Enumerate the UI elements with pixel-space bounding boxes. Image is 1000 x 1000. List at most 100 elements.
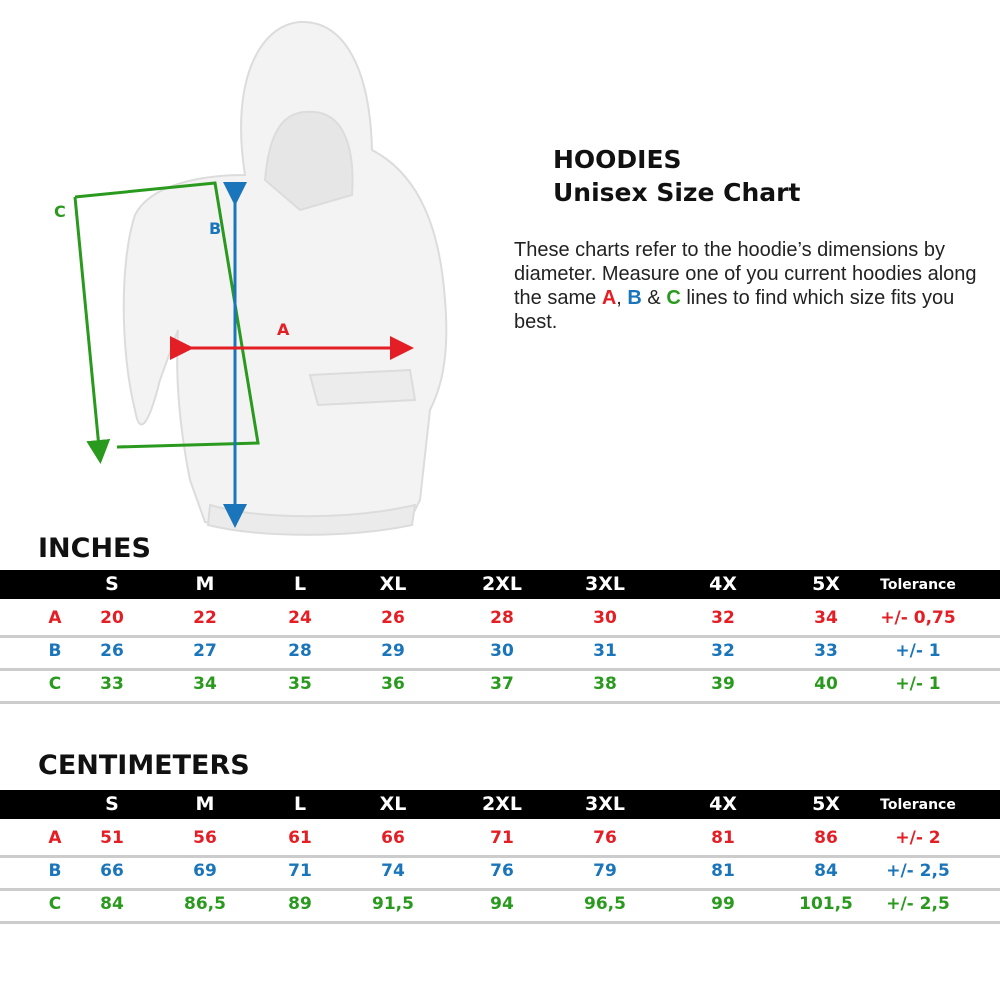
size-value: 32 bbox=[711, 608, 735, 628]
page-title: HOODIES bbox=[553, 145, 682, 174]
row-label: A bbox=[48, 828, 62, 848]
tolerance-value: +/- 2,5 bbox=[886, 861, 950, 881]
desc-end: lines to find which size fits you best. bbox=[514, 287, 955, 333]
column-header: XL bbox=[379, 793, 407, 815]
size-value: 26 bbox=[100, 641, 124, 661]
row-label: C bbox=[48, 674, 62, 694]
size-value: 32 bbox=[711, 641, 735, 661]
size-value: 91,5 bbox=[372, 894, 414, 914]
size-value: 69 bbox=[193, 861, 217, 881]
size-value: 86 bbox=[814, 828, 838, 848]
page-subtitle: Unisex Size Chart bbox=[553, 178, 801, 207]
row-divider bbox=[0, 921, 1000, 924]
size-value: 34 bbox=[193, 674, 217, 694]
column-header: Tolerance bbox=[880, 797, 956, 813]
size-value: 38 bbox=[593, 674, 617, 694]
label-a: A bbox=[277, 320, 290, 339]
column-header: L bbox=[293, 793, 307, 815]
size-value: 39 bbox=[711, 674, 735, 694]
size-value: 28 bbox=[288, 641, 312, 661]
column-header: 3XL bbox=[585, 573, 625, 595]
size-value: 30 bbox=[593, 608, 617, 628]
table-row: A 20 22 24 26 28 30 32 34 +/- 0,75 bbox=[0, 604, 1000, 637]
table-row: B 26 27 28 29 30 31 32 33 +/- 1 bbox=[0, 637, 1000, 670]
size-value: 51 bbox=[100, 828, 124, 848]
table-row: B 66 69 71 74 76 79 81 84 +/- 2,5 bbox=[0, 857, 1000, 890]
measure-arrow-c bbox=[73, 196, 111, 464]
desc-a: A bbox=[601, 287, 617, 309]
size-value: 79 bbox=[593, 861, 617, 881]
row-label: A bbox=[48, 608, 62, 628]
column-header: S bbox=[105, 573, 119, 595]
column-header: 5X bbox=[812, 793, 840, 815]
tolerance-value: +/- 2 bbox=[895, 828, 941, 848]
size-value: 76 bbox=[593, 828, 617, 848]
tolerance-value: +/- 1 bbox=[895, 641, 941, 661]
size-value: 37 bbox=[490, 674, 514, 694]
size-value: 86,5 bbox=[184, 894, 226, 914]
table-header: S M L XL 2XL 3XL 4X 5X Tolerance bbox=[0, 790, 1000, 819]
size-value: 66 bbox=[381, 828, 405, 848]
size-value: 101,5 bbox=[799, 894, 853, 914]
size-value: 24 bbox=[288, 608, 312, 628]
label-c: C bbox=[54, 202, 66, 221]
row-label: C bbox=[48, 894, 62, 914]
size-value: 56 bbox=[193, 828, 217, 848]
row-divider bbox=[0, 701, 1000, 704]
table-title: CENTIMETERS bbox=[38, 750, 250, 781]
table-header: S M L XL 2XL 3XL 4X 5X Tolerance bbox=[0, 570, 1000, 599]
size-value: 84 bbox=[100, 894, 124, 914]
size-value: 84 bbox=[814, 861, 838, 881]
description: These charts refer to the hoodie’s dimen… bbox=[514, 238, 984, 334]
size-value: 61 bbox=[288, 828, 312, 848]
size-value: 71 bbox=[490, 828, 514, 848]
size-value: 27 bbox=[193, 641, 217, 661]
size-value: 36 bbox=[381, 674, 405, 694]
size-value: 22 bbox=[193, 608, 217, 628]
size-value: 33 bbox=[814, 641, 838, 661]
label-b: B bbox=[209, 219, 221, 238]
size-value: 34 bbox=[814, 608, 838, 628]
size-value: 74 bbox=[381, 861, 405, 881]
size-value: 40 bbox=[814, 674, 838, 694]
column-header: M bbox=[195, 793, 215, 815]
size-value: 76 bbox=[490, 861, 514, 881]
size-value: 35 bbox=[288, 674, 312, 694]
size-value: 31 bbox=[593, 641, 617, 661]
size-value: 81 bbox=[711, 828, 735, 848]
tolerance-value: +/- 2,5 bbox=[886, 894, 950, 914]
description-text: These charts refer to the hoodie’s dimen… bbox=[514, 239, 977, 309]
size-value: 20 bbox=[100, 608, 124, 628]
size-value: 26 bbox=[381, 608, 405, 628]
column-header: L bbox=[293, 573, 307, 595]
size-value: 28 bbox=[490, 608, 514, 628]
row-divider bbox=[0, 635, 1000, 638]
size-value: 30 bbox=[490, 641, 514, 661]
table-row: A 51 56 61 66 71 76 81 86 +/- 2 bbox=[0, 824, 1000, 857]
column-header: 2XL bbox=[482, 793, 522, 815]
column-header: 4X bbox=[709, 573, 737, 595]
column-header: 2XL bbox=[482, 573, 522, 595]
column-header: 5X bbox=[812, 573, 840, 595]
tolerance-value: +/- 1 bbox=[895, 674, 941, 694]
column-header: M bbox=[195, 573, 215, 595]
size-value: 33 bbox=[100, 674, 124, 694]
column-header: Tolerance bbox=[880, 577, 956, 593]
size-value: 81 bbox=[711, 861, 735, 881]
row-divider bbox=[0, 888, 1000, 891]
column-header: XL bbox=[379, 573, 407, 595]
row-divider bbox=[0, 668, 1000, 671]
size-value: 29 bbox=[381, 641, 405, 661]
tolerance-value: +/- 0,75 bbox=[880, 608, 956, 628]
hoodie-diagram: C B A bbox=[54, 20, 448, 536]
desc-sep2: & bbox=[641, 287, 667, 309]
table-row: C 84 86,5 89 91,5 94 96,5 99 101,5 +/- 2,5 bbox=[0, 890, 1000, 923]
table-row: C 33 34 35 36 37 38 39 40 +/- 1 bbox=[0, 670, 1000, 703]
column-header: S bbox=[105, 793, 119, 815]
column-header: 4X bbox=[709, 793, 737, 815]
column-header: 3XL bbox=[585, 793, 625, 815]
size-value: 96,5 bbox=[584, 894, 626, 914]
size-value: 66 bbox=[100, 861, 124, 881]
desc-sep1: , bbox=[616, 287, 628, 309]
desc-c: C bbox=[666, 287, 681, 309]
